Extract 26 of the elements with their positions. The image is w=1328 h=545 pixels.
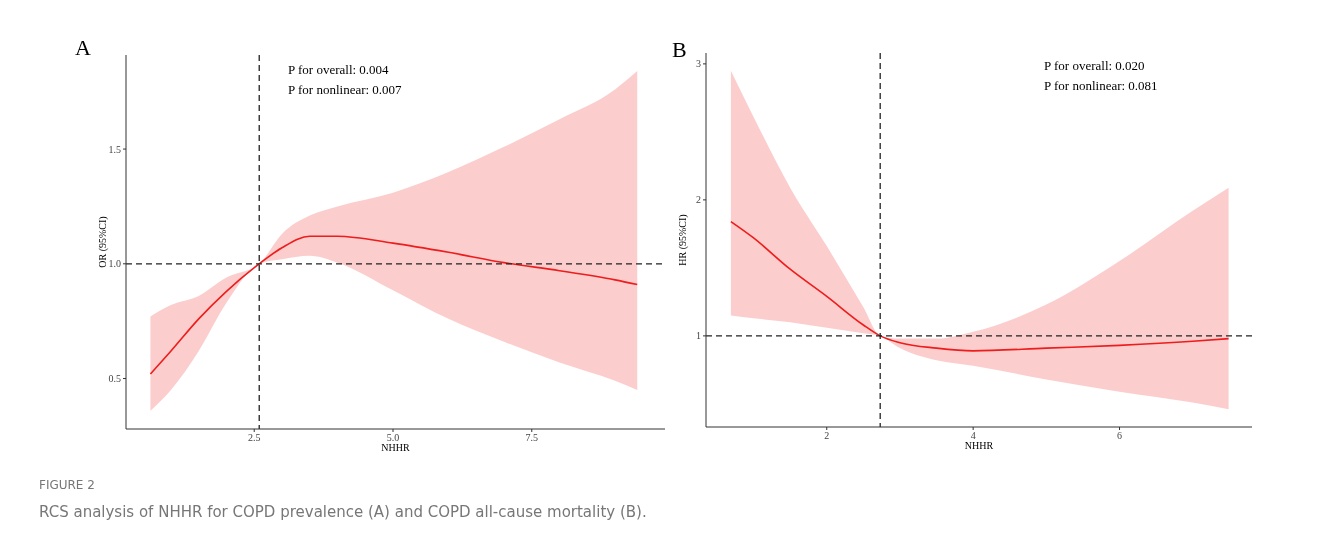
- annotation: P for nonlinear: 0.081: [1044, 78, 1158, 93]
- x-tick-label: 6: [1117, 430, 1123, 441]
- y-tick-label: 1: [696, 330, 701, 342]
- x-tick-label: 2: [824, 430, 830, 441]
- caption: FIGURE 2: [39, 478, 95, 492]
- annotation: P for overall: 0.004: [288, 62, 390, 77]
- y-tick-label: 0.5: [108, 373, 121, 385]
- y-tick-label: 2: [696, 194, 701, 206]
- y-tick-label: 1.5: [108, 143, 121, 155]
- x-axis-title: NHHR: [381, 442, 410, 453]
- x-tick-label: 7.5: [525, 432, 539, 443]
- text: RCS analysis of NHHR for COPD prevalence (A) and COPD all-cause mortality (B).: [39, 503, 647, 521]
- line-series: [149, 235, 639, 375]
- annotation: P for overall: 0.020: [1044, 58, 1145, 73]
- line-series: [730, 220, 1230, 352]
- chart-title: B: [672, 37, 687, 62]
- y-tick-label: 1.0: [108, 258, 121, 270]
- x-axis-title: NHHR: [964, 440, 994, 451]
- chart-title: A: [75, 35, 91, 60]
- x-tick-label: 2.5: [247, 432, 261, 443]
- annotation: P for nonlinear: 0.007: [288, 82, 403, 97]
- y-axis-title: OR (95%CI): [97, 216, 109, 268]
- y-tick-label: 3: [696, 58, 701, 70]
- x-tick-label: 4: [970, 430, 976, 441]
- y-axis-title: HR (95%CI): [677, 214, 689, 266]
- x-tick-label: 5.0: [386, 432, 400, 443]
